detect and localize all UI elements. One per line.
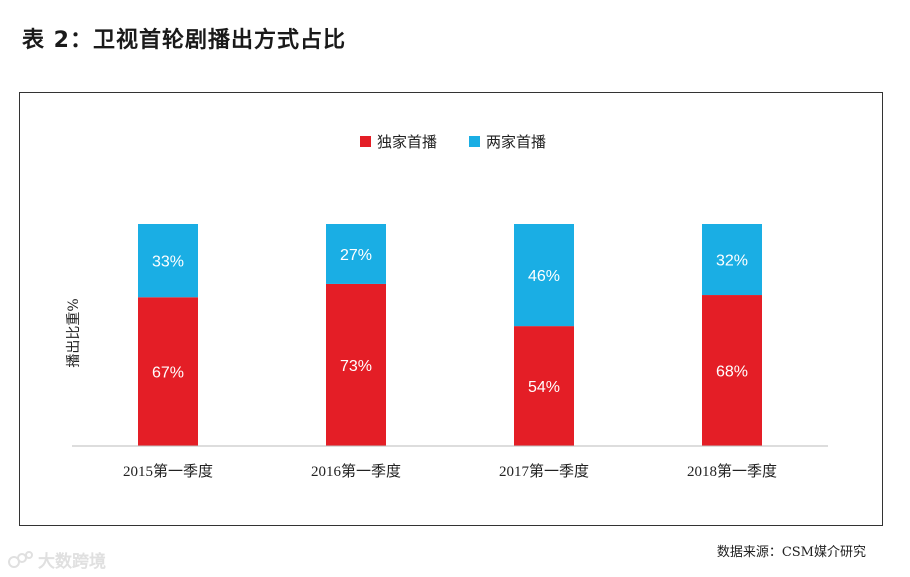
watermark-logo-icon xyxy=(8,550,33,568)
chart-bars xyxy=(138,224,762,446)
bar-value-label: 68% xyxy=(716,364,748,381)
x-axis-ticks: 2015第一季度 2016第一季度 2017第一季度 2018第一季度 xyxy=(123,462,777,480)
legend-swatch xyxy=(469,136,480,147)
bar-segment xyxy=(138,297,198,446)
x-tick-label: 2015第一季度 xyxy=(123,462,213,480)
bar-value-label: 27% xyxy=(340,247,372,264)
bar-value-label: 67% xyxy=(152,365,184,382)
stacked-bar-chart: 独家首播 两家首播 67% 33% 73% 27% 54% 46% 68% 32% 2015第一… xyxy=(66,133,828,480)
bar-value-label: 73% xyxy=(340,358,372,375)
watermark: 大数跨境 xyxy=(8,547,106,572)
bar-segment xyxy=(514,224,574,327)
bar-value-label: 46% xyxy=(528,268,560,285)
bar-segment xyxy=(514,326,574,446)
page-title: 表 2：卫视首轮剧播出方式占比 xyxy=(22,28,346,53)
bar-value-label: 54% xyxy=(528,379,560,396)
source-note: 数据来源：CSM媒介研究 xyxy=(716,545,866,560)
x-tick-label: 2017第一季度 xyxy=(499,462,589,480)
bar-value-label: 33% xyxy=(152,254,184,271)
legend-item: 独家首播 xyxy=(360,133,437,151)
bar-segment xyxy=(702,224,762,296)
bar-segment xyxy=(326,283,386,446)
bar-value-label: 32% xyxy=(716,253,748,270)
bar-segment xyxy=(326,224,386,284)
x-tick-label: 2018第一季度 xyxy=(687,462,777,480)
watermark-text: 大数跨境 xyxy=(38,552,106,572)
y-axis-label: 播出比重% xyxy=(66,298,82,367)
legend-label: 两家首播 xyxy=(486,133,546,151)
chart-bar-labels: 67% 33% 73% 27% 54% 46% 68% 32% xyxy=(152,247,748,396)
legend-swatch xyxy=(360,136,371,147)
chart-frame: 独家首播 两家首播 67% 33% 73% 27% 54% 46% 68% 32% 2015第一… xyxy=(19,92,883,526)
bar-segment xyxy=(702,295,762,446)
chart-legend: 独家首播 两家首播 xyxy=(360,133,546,151)
legend-item: 两家首播 xyxy=(469,133,546,151)
bar-segment xyxy=(138,224,198,298)
x-tick-label: 2016第一季度 xyxy=(311,462,401,480)
legend-label: 独家首播 xyxy=(377,133,437,151)
